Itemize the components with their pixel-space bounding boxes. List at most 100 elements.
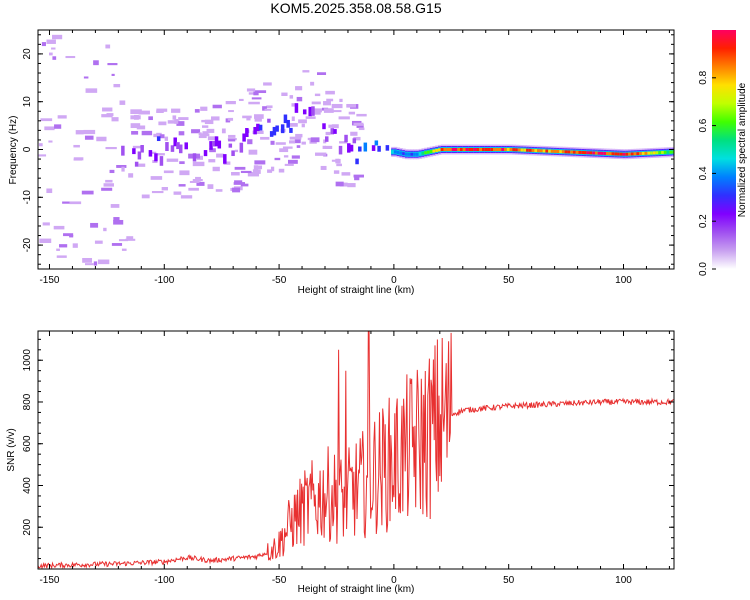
- heatmap-cell: [399, 151, 403, 155]
- heatmap-cell: [377, 145, 381, 152]
- heatmap-cell: [234, 180, 243, 184]
- heatmap-cell: [57, 115, 67, 119]
- heatmap-cell: [208, 159, 216, 163]
- heatmap-cell: [274, 157, 281, 161]
- snr-series-line: [38, 331, 674, 569]
- heatmap-cell: [225, 100, 236, 105]
- heatmap-cell: [163, 170, 174, 174]
- y-tick-label: 200: [22, 518, 33, 535]
- heatmap-cell: [437, 148, 442, 152]
- heatmap-cell: [296, 96, 303, 102]
- heatmap-cell: [52, 56, 57, 60]
- colorbar-gradient: [712, 30, 736, 269]
- heatmap-cell: [352, 138, 357, 144]
- heatmap-cell: [252, 130, 264, 134]
- heatmap-cell: [289, 95, 294, 99]
- heatmap-cell: [69, 201, 82, 205]
- heatmap-cell: [289, 140, 296, 144]
- heatmap-cell: [531, 148, 536, 152]
- heatmap-cell: [242, 115, 252, 119]
- heatmap-cell: [254, 160, 266, 165]
- heatmap-cell: [209, 148, 216, 153]
- heatmap-cell: [73, 158, 82, 161]
- heatmap-cell: [111, 117, 119, 122]
- heatmap-cell: [509, 148, 514, 152]
- heatmap-cell: [198, 132, 202, 136]
- heatmap-cell: [335, 158, 340, 164]
- heatmap-cell: [247, 139, 253, 145]
- colorbar-tick-label: 0.8: [698, 70, 709, 84]
- x-tick-label: 0: [391, 575, 397, 586]
- heatmap-cell: [105, 146, 117, 150]
- heatmap-cell: [564, 150, 569, 154]
- heatmap-cell: [161, 187, 168, 191]
- heatmap-cell: [121, 145, 125, 156]
- heatmap-cell: [284, 163, 294, 166]
- heatmap-cell: [93, 261, 98, 266]
- heatmap-cell: [482, 148, 486, 151]
- heatmap-cell: [121, 248, 127, 251]
- heatmap-cell: [421, 151, 425, 155]
- x-tick-label: -150: [39, 575, 59, 586]
- heatmap-cell: [116, 164, 127, 168]
- heatmap-cell: [608, 152, 613, 156]
- heatmap-cell: [353, 174, 364, 178]
- heatmap-cell: [479, 148, 483, 151]
- heatmap-cell: [93, 60, 99, 66]
- x-tick-label: -100: [154, 275, 174, 286]
- heatmap-cell: [253, 165, 259, 171]
- heatmap-cell: [188, 187, 199, 191]
- heatmap-cell: [672, 150, 674, 154]
- heatmap-cell: [282, 146, 293, 149]
- heatmap-cell: [429, 150, 434, 154]
- heatmap-cell: [69, 235, 74, 238]
- heatmap-cell: [272, 126, 277, 136]
- x-tick-label: -100: [154, 575, 174, 586]
- heatmap-cell: [179, 170, 190, 176]
- heatmap-cell: [344, 134, 348, 143]
- heatmap-cell: [178, 184, 186, 187]
- spectrogram-y-axis: -20 -10 0 10 20: [22, 34, 674, 265]
- heatmap-cell: [109, 169, 115, 174]
- heatmap-cell: [49, 52, 53, 56]
- heatmap-cell: [309, 111, 321, 115]
- heatmap-cell: [595, 151, 599, 155]
- heatmap-cell: [289, 127, 293, 133]
- heatmap-cell: [281, 92, 288, 96]
- heatmap-cell: [65, 55, 76, 59]
- heatmap-cell: [333, 170, 340, 174]
- heatmap-cell: [234, 166, 246, 170]
- heatmap-cell: [254, 90, 267, 94]
- heatmap-cell: [313, 108, 322, 113]
- heatmap-cell: [194, 109, 200, 113]
- heatmap-cell: [192, 161, 205, 167]
- heatmap-cell: [262, 106, 267, 111]
- heatmap-cell: [650, 151, 654, 155]
- heatmap-cell: [275, 142, 286, 145]
- heatmap-cell: [111, 73, 115, 76]
- heatmap-cell: [126, 236, 134, 240]
- heatmap-cell: [215, 189, 223, 192]
- heatmap-cell: [228, 143, 233, 148]
- heatmap-cell: [295, 133, 303, 138]
- heatmap-cell: [156, 132, 162, 138]
- heatmap-cell: [275, 125, 279, 132]
- heatmap-cell: [48, 140, 53, 143]
- heatmap-cell: [393, 150, 398, 154]
- heatmap-cell: [119, 100, 126, 105]
- heatmap-cell: [107, 63, 118, 66]
- heatmap-cell: [356, 113, 367, 117]
- heatmap-cell: [75, 130, 84, 135]
- heatmap-cell: [56, 255, 67, 258]
- heatmap-cell: [504, 148, 508, 151]
- heatmap-cell: [426, 150, 431, 154]
- heatmap-cell: [295, 86, 303, 91]
- heatmap-cell: [148, 151, 157, 154]
- heatmap-cell: [559, 150, 563, 154]
- heatmap-cell: [257, 165, 263, 170]
- colorbar-tick-label: 0.4: [698, 166, 709, 180]
- heatmap-cell: [581, 151, 585, 155]
- heatmap-cell: [556, 149, 560, 153]
- heatmap-cell: [347, 143, 351, 153]
- snr-y-label: SNR (v/v): [6, 428, 17, 471]
